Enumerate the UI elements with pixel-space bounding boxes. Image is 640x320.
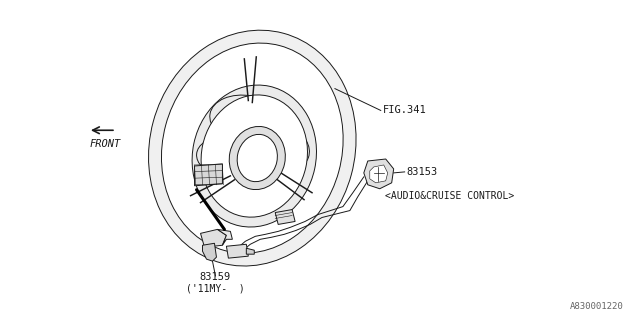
Ellipse shape	[237, 134, 277, 182]
Ellipse shape	[255, 125, 309, 171]
Text: A830001220: A830001220	[570, 302, 623, 311]
Text: FIG.341: FIG.341	[383, 105, 426, 116]
Polygon shape	[246, 248, 254, 254]
Ellipse shape	[210, 95, 285, 146]
Text: 83159: 83159	[200, 272, 231, 282]
Polygon shape	[200, 229, 227, 247]
Polygon shape	[364, 159, 394, 189]
Polygon shape	[218, 229, 232, 245]
Text: FRONT: FRONT	[90, 139, 121, 149]
Ellipse shape	[229, 126, 285, 189]
Polygon shape	[195, 164, 223, 186]
Polygon shape	[227, 244, 248, 258]
Ellipse shape	[201, 95, 307, 217]
Text: ('11MY-  ): ('11MY- )	[186, 284, 245, 294]
Ellipse shape	[161, 43, 343, 253]
Ellipse shape	[192, 85, 317, 227]
Text: <AUDIO&CRUISE CONTROL>: <AUDIO&CRUISE CONTROL>	[385, 191, 514, 201]
Polygon shape	[370, 165, 388, 183]
Polygon shape	[202, 243, 216, 261]
Text: 83153: 83153	[406, 167, 438, 177]
Ellipse shape	[148, 30, 356, 266]
Polygon shape	[275, 210, 295, 224]
Ellipse shape	[196, 138, 244, 174]
